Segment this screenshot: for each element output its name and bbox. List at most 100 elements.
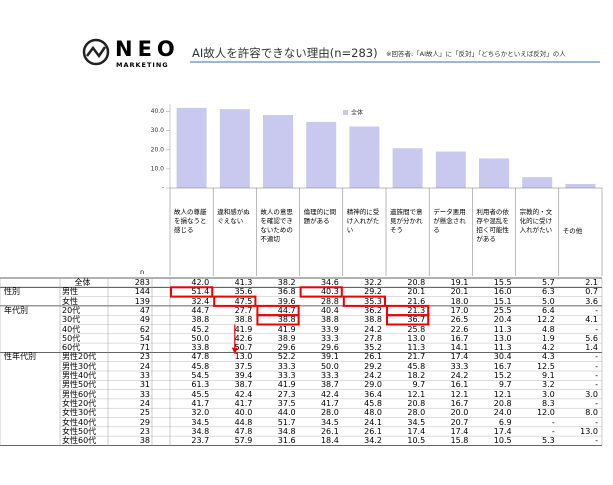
value-cell: - xyxy=(551,426,555,436)
y-tick-label: 10.0 xyxy=(151,165,165,172)
bar xyxy=(392,148,423,188)
value-cell: 45.8 xyxy=(191,361,210,371)
value-cell: 16.7 xyxy=(450,333,469,343)
value-cell: 16.1 xyxy=(450,380,469,390)
value-cell: 50.0 xyxy=(191,333,210,343)
n-cell: 29 xyxy=(139,417,150,427)
value-cell: 21.6 xyxy=(407,296,426,306)
value-cell: - xyxy=(595,380,598,390)
value-cell: - xyxy=(595,417,598,427)
y-tick-label: 30.0 xyxy=(151,127,165,134)
value-cell: 17.4 xyxy=(450,352,469,362)
value-cell: 5.6 xyxy=(585,333,598,343)
value-cell: 34.6 xyxy=(320,278,339,287)
value-cell: 36.7 xyxy=(407,315,426,325)
row-label: 男性40代 xyxy=(62,371,97,380)
column-header: 宗教的・文化的に受け入れがたい xyxy=(519,208,553,234)
value-cell: 12.2 xyxy=(536,315,555,325)
value-cell: 10.5 xyxy=(493,436,512,446)
value-cell: 42.4 xyxy=(234,389,253,399)
value-cell: 18.2 xyxy=(407,371,426,380)
value-cell: 41.7 xyxy=(191,398,210,408)
value-cell: 34.5 xyxy=(320,417,339,427)
value-cell: 61.3 xyxy=(191,380,210,390)
value-cell: 12.1 xyxy=(493,389,512,399)
value-cell: 12.1 xyxy=(407,389,426,399)
value-cell: 40.4 xyxy=(320,305,339,315)
highlight-box xyxy=(299,286,343,298)
value-cell: 17.4 xyxy=(493,426,512,436)
value-cell: 24.2 xyxy=(364,324,382,334)
value-cell: 51.4 xyxy=(191,287,210,297)
value-cell: 35.6 xyxy=(234,287,253,297)
value-cell: 16.0 xyxy=(493,287,512,297)
highlight-box xyxy=(213,295,257,307)
value-cell: 31.6 xyxy=(277,436,296,446)
value-cell: 28.8 xyxy=(320,296,339,306)
value-cell: 38.8 xyxy=(191,315,210,325)
value-cell: 4.3 xyxy=(542,352,555,362)
value-cell: - xyxy=(595,371,598,380)
value-cell: 3.0 xyxy=(585,389,598,399)
value-cell: 39.6 xyxy=(277,296,296,306)
value-cell: 23.7 xyxy=(191,436,210,446)
value-cell: 26.1 xyxy=(364,426,382,436)
value-cell: 57.9 xyxy=(234,436,253,446)
value-cell: 24.0 xyxy=(493,408,512,418)
bar xyxy=(349,126,380,188)
value-cell: 40.3 xyxy=(320,287,339,297)
bar xyxy=(435,151,466,188)
row-label: 全体 xyxy=(74,278,91,287)
value-cell: 33.3 xyxy=(450,361,469,371)
value-cell: 34.5 xyxy=(407,417,426,427)
logo-icon xyxy=(82,38,110,66)
bar xyxy=(263,115,293,188)
value-cell: 5.7 xyxy=(542,278,555,287)
value-cell: 11.3 xyxy=(493,324,512,334)
value-cell: 3.0 xyxy=(542,389,555,399)
value-cell: 11.3 xyxy=(493,343,512,353)
value-cell: 12.0 xyxy=(536,408,555,418)
value-cell: 12.1 xyxy=(450,389,469,399)
value-cell: 28.0 xyxy=(320,408,339,418)
value-cell: 9.7 xyxy=(498,380,512,390)
value-cell: 42.4 xyxy=(320,389,339,399)
bar xyxy=(565,183,596,188)
value-cell: 12.5 xyxy=(536,361,555,371)
column-header: 利用者の依存や混乱を招く可能性がある xyxy=(476,208,509,243)
value-cell: 38.9 xyxy=(277,333,296,343)
value-cell: 26.5 xyxy=(450,315,469,325)
value-cell: 18.0 xyxy=(450,296,469,306)
value-cell: 26.1 xyxy=(320,426,339,436)
value-cell: 45.5 xyxy=(191,389,210,399)
value-cell: 32.2 xyxy=(364,278,382,287)
value-cell: 10.5 xyxy=(407,436,426,446)
value-cell: 27.7 xyxy=(234,305,253,315)
value-cell: 41.9 xyxy=(277,324,296,334)
value-cell: 17.4 xyxy=(407,426,426,436)
bar xyxy=(176,107,207,188)
value-cell: 13.0 xyxy=(234,352,253,362)
n-cell: 62 xyxy=(139,324,150,334)
row-label: 30代 xyxy=(62,315,81,325)
value-cell: 40.0 xyxy=(234,408,253,418)
value-cell: 41.9 xyxy=(277,380,296,390)
value-cell: 21.7 xyxy=(407,352,426,362)
value-cell: 5.3 xyxy=(542,436,555,446)
value-cell: 36.8 xyxy=(277,287,296,297)
value-cell: 33.9 xyxy=(320,324,339,334)
value-cell: 47.5 xyxy=(234,296,253,306)
row-label: 60代 xyxy=(62,343,81,353)
n-cell: 31 xyxy=(139,380,150,390)
value-cell: 8.0 xyxy=(585,408,598,418)
value-cell: 1.4 xyxy=(585,343,598,353)
value-cell: 15.1 xyxy=(493,296,512,306)
highlight-box xyxy=(342,295,386,307)
value-cell: 44.0 xyxy=(277,408,296,418)
value-cell: 27.3 xyxy=(277,389,296,399)
value-cell: 25.8 xyxy=(407,324,426,334)
y-tick-label: 40.0 xyxy=(151,108,165,115)
value-cell: 38.8 xyxy=(234,315,253,325)
value-cell: 5.0 xyxy=(542,296,555,306)
